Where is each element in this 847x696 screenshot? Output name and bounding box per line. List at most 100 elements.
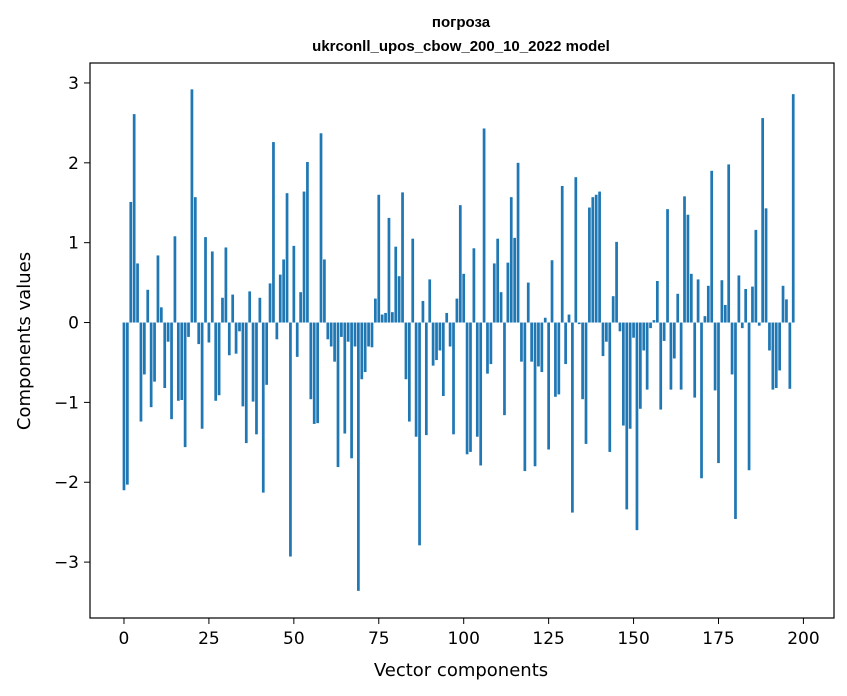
x-tick-label: 50: [283, 629, 305, 649]
y-axis-ticks: −3 −2 −1 0 1 2 3: [54, 74, 90, 573]
bar-47: [282, 259, 285, 323]
bar-127: [554, 322, 557, 397]
bar-44: [272, 142, 275, 323]
bar-195: [785, 299, 788, 323]
bar-181: [737, 275, 741, 323]
bar-97: [452, 322, 455, 435]
bar-58: [319, 133, 323, 323]
bar-134: [577, 322, 581, 325]
x-tick-label: 100: [447, 629, 479, 649]
bar-39: [255, 322, 258, 435]
bar-138: [591, 197, 595, 323]
bar-149: [628, 322, 632, 429]
bar-187: [757, 322, 761, 326]
bar-101: [465, 322, 469, 455]
bar-18: [183, 322, 187, 448]
bar-84: [407, 322, 411, 422]
bar-6: [143, 322, 146, 375]
bar-153: [642, 322, 646, 351]
bar-164: [679, 322, 683, 390]
bar-31: [227, 322, 231, 356]
bar-91: [431, 322, 435, 366]
bar-196: [788, 322, 792, 389]
x-tick-label: 200: [787, 629, 819, 649]
bar-133: [574, 177, 578, 323]
y-tick-label: −2: [54, 473, 79, 493]
bar-117: [520, 322, 523, 362]
bar-64: [340, 322, 343, 337]
bar-81: [397, 276, 401, 323]
bar-174: [713, 322, 717, 391]
bars-group: [122, 89, 795, 591]
bar-128: [557, 322, 561, 395]
bar-157: [655, 281, 659, 323]
bar-48: [285, 193, 289, 323]
bar-45: [275, 322, 279, 340]
bar-88: [421, 300, 425, 323]
bar-171: [703, 316, 707, 323]
bar-145: [615, 241, 618, 323]
bar-103: [472, 248, 476, 323]
bar-41: [261, 322, 265, 493]
bar-7: [146, 289, 150, 323]
bar-173: [710, 170, 714, 323]
bar-111: [499, 292, 503, 323]
bar-129: [560, 185, 564, 323]
bar-107: [486, 322, 489, 374]
bar-143: [608, 322, 612, 452]
bar-19: [187, 322, 190, 337]
bar-8: [149, 322, 153, 408]
bar-165: [683, 196, 686, 323]
bar-168: [693, 322, 697, 398]
bar-150: [632, 322, 635, 338]
bar-93: [438, 322, 442, 351]
bar-190: [768, 322, 771, 351]
bar-98: [455, 298, 459, 323]
bar-192: [774, 322, 778, 389]
y-tick-label: 1: [68, 234, 79, 254]
bar-94: [441, 322, 445, 396]
bar-188: [761, 118, 765, 323]
bar-183: [744, 288, 748, 323]
x-tick-label: 150: [617, 629, 649, 649]
bar-82: [401, 192, 404, 323]
bar-29: [221, 297, 224, 323]
bar-114: [509, 197, 513, 323]
bar-112: [503, 322, 506, 416]
x-tick-label: 0: [119, 629, 130, 649]
bar-95: [445, 312, 449, 323]
bar-151: [635, 322, 639, 531]
bar-4: [136, 263, 139, 323]
chart-title: погроза: [432, 14, 491, 31]
bar-52: [299, 292, 302, 323]
y-tick-label: 2: [68, 154, 79, 174]
bar-43: [268, 283, 272, 323]
bar-175: [717, 322, 720, 464]
bar-120: [530, 322, 533, 362]
bar-61: [329, 322, 333, 347]
bar-172: [706, 285, 710, 323]
bar-0: [122, 322, 126, 491]
bar-119: [526, 282, 530, 323]
bar-80: [394, 246, 398, 323]
bar-156: [652, 320, 656, 323]
bar-38: [251, 322, 255, 402]
bar-50: [292, 245, 296, 323]
bar-99: [458, 205, 462, 323]
bar-30: [224, 247, 228, 323]
bar-46: [278, 274, 282, 323]
x-axis-ticks: 0 25 50 75 100 125 150 175 200: [119, 618, 820, 649]
bar-124: [543, 317, 547, 323]
bar-28: [217, 322, 221, 396]
bar-12: [163, 322, 167, 389]
bar-1: [126, 322, 129, 485]
bar-184: [747, 322, 751, 471]
bar-3: [132, 114, 136, 323]
x-tick-label: 125: [532, 629, 564, 649]
bar-121: [533, 322, 537, 467]
bar-66: [346, 322, 350, 342]
bar-126: [550, 260, 554, 323]
bar-125: [547, 322, 550, 450]
bar-154: [645, 322, 649, 390]
bar-53: [302, 191, 306, 323]
